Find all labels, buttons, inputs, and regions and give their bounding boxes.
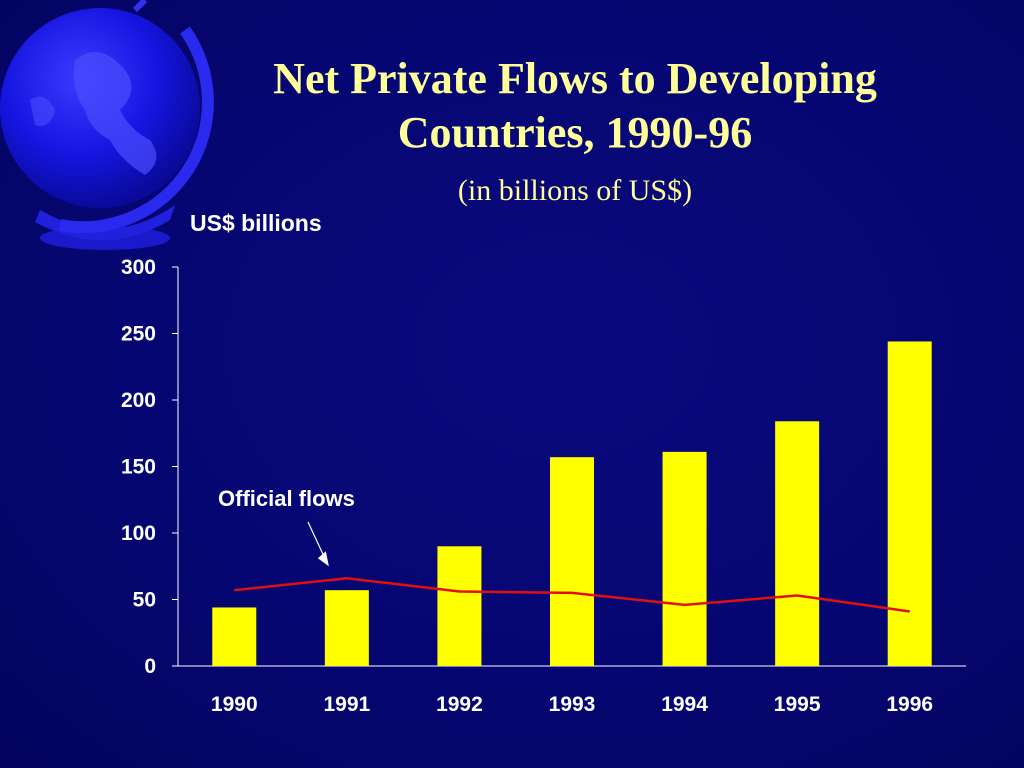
y-tick-label: 50 <box>133 589 156 612</box>
bar <box>662 451 707 666</box>
bar <box>437 546 482 666</box>
annotation-arrowhead <box>317 551 329 567</box>
y-tick-label: 250 <box>121 323 156 346</box>
official-flows-label: Official flows <box>218 486 355 511</box>
bar <box>324 590 369 666</box>
bar <box>887 341 932 666</box>
x-tick-label: 1993 <box>549 693 596 716</box>
annotation-arrow-line <box>307 521 326 559</box>
x-tick-label: 1991 <box>323 693 370 716</box>
x-tick-label: 1990 <box>211 693 258 716</box>
chart-title: Net Private Flows to Developing Countrie… <box>273 54 877 157</box>
y-axis-label: US$ billions <box>190 210 322 236</box>
bar <box>212 607 257 666</box>
y-tick-label: 200 <box>121 389 156 412</box>
x-tick-label: 1994 <box>661 693 708 716</box>
x-tick-label: 1996 <box>886 693 933 716</box>
y-tick-label: 150 <box>121 456 156 479</box>
bar <box>550 457 594 666</box>
globe-logo-icon <box>0 0 214 250</box>
chart-subtitle: (in billions of US$) <box>457 174 693 207</box>
x-tick-label: 1995 <box>774 693 821 716</box>
x-tick-label: 1992 <box>436 693 483 716</box>
y-tick-label: 0 <box>144 655 156 678</box>
y-tick-label: 300 <box>121 256 156 279</box>
official-flows-line <box>234 576 910 613</box>
y-tick-label: 100 <box>121 522 156 545</box>
bar <box>775 421 820 666</box>
